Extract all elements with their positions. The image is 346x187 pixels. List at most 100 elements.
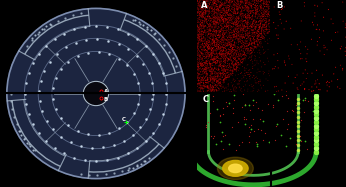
Point (217, 53, 223, 56)
Point (226, 55, 232, 58)
Point (229, 1, 235, 4)
Point (200, 32, 206, 35)
Point (235, 23, 240, 26)
Point (209, 88, 215, 91)
Point (229, 39, 235, 42)
Point (227, 43, 233, 46)
Point (224, 0, 229, 3)
Point (219, 29, 224, 32)
Point (218, 72, 224, 75)
Point (229, 1, 235, 4)
Point (230, 22, 235, 25)
Point (202, 57, 208, 60)
Point (240, 14, 245, 17)
Point (212, 41, 218, 44)
Point (202, 25, 207, 28)
Point (240, 7, 246, 10)
Point (238, 55, 244, 58)
Point (221, 18, 226, 21)
Point (248, 46, 254, 49)
Point (271, 53, 277, 56)
Point (221, 78, 227, 81)
Point (234, 35, 240, 38)
Point (242, 103, 247, 106)
Point (253, 45, 258, 48)
Point (250, 47, 256, 50)
Point (257, 9, 262, 12)
Point (212, 39, 217, 42)
Point (206, 10, 212, 13)
Point (202, 61, 208, 64)
Point (210, 59, 216, 62)
Point (201, 89, 207, 92)
Point (241, 115, 246, 118)
Point (203, 60, 209, 63)
Point (219, 16, 225, 19)
Point (207, 43, 212, 46)
Point (200, 87, 206, 90)
Point (250, 29, 255, 32)
Point (265, 89, 271, 92)
Point (211, 46, 217, 49)
Point (258, 6, 264, 9)
Point (249, 10, 255, 13)
Point (266, 22, 271, 25)
Point (198, 56, 203, 59)
Point (338, 47, 343, 50)
Point (220, 64, 226, 67)
Point (206, 55, 212, 58)
Point (229, 49, 234, 52)
Point (233, 28, 239, 31)
Point (235, 0, 240, 2)
Point (239, 61, 245, 64)
Point (196, 17, 201, 20)
Point (218, 28, 223, 31)
Point (256, 34, 262, 37)
Point (216, 8, 221, 11)
Point (232, 35, 238, 38)
Point (224, 17, 230, 20)
Point (205, 36, 211, 39)
Point (234, 37, 239, 40)
Point (230, 48, 235, 51)
Point (265, 15, 271, 18)
Point (204, 85, 210, 88)
Point (199, 36, 204, 39)
Point (243, 28, 249, 31)
Point (236, 41, 241, 44)
Point (315, 40, 320, 43)
Point (227, 0, 232, 3)
Point (244, 54, 249, 57)
Point (251, 34, 257, 37)
Point (256, 80, 261, 83)
Point (210, 69, 216, 72)
Point (324, 48, 330, 51)
Point (265, 42, 271, 45)
Point (229, 72, 235, 75)
Point (198, 54, 203, 57)
Point (221, 7, 227, 10)
Point (218, 16, 224, 19)
Point (211, 12, 217, 15)
Point (222, 87, 227, 90)
Point (310, 109, 315, 112)
Point (222, 38, 228, 41)
Point (200, 29, 205, 32)
Point (242, 69, 248, 72)
Point (253, 140, 258, 143)
Point (209, 67, 215, 70)
Point (243, 123, 248, 126)
Point (225, 22, 230, 24)
Point (213, 88, 219, 91)
Text: A: A (104, 89, 108, 94)
Point (202, 18, 207, 21)
Point (211, 82, 217, 85)
Point (211, 43, 217, 46)
Point (207, 6, 212, 9)
Point (253, 14, 258, 17)
Point (200, 59, 206, 62)
Point (240, 12, 245, 15)
Point (240, 53, 246, 56)
Point (254, 37, 260, 40)
Point (225, 13, 230, 16)
